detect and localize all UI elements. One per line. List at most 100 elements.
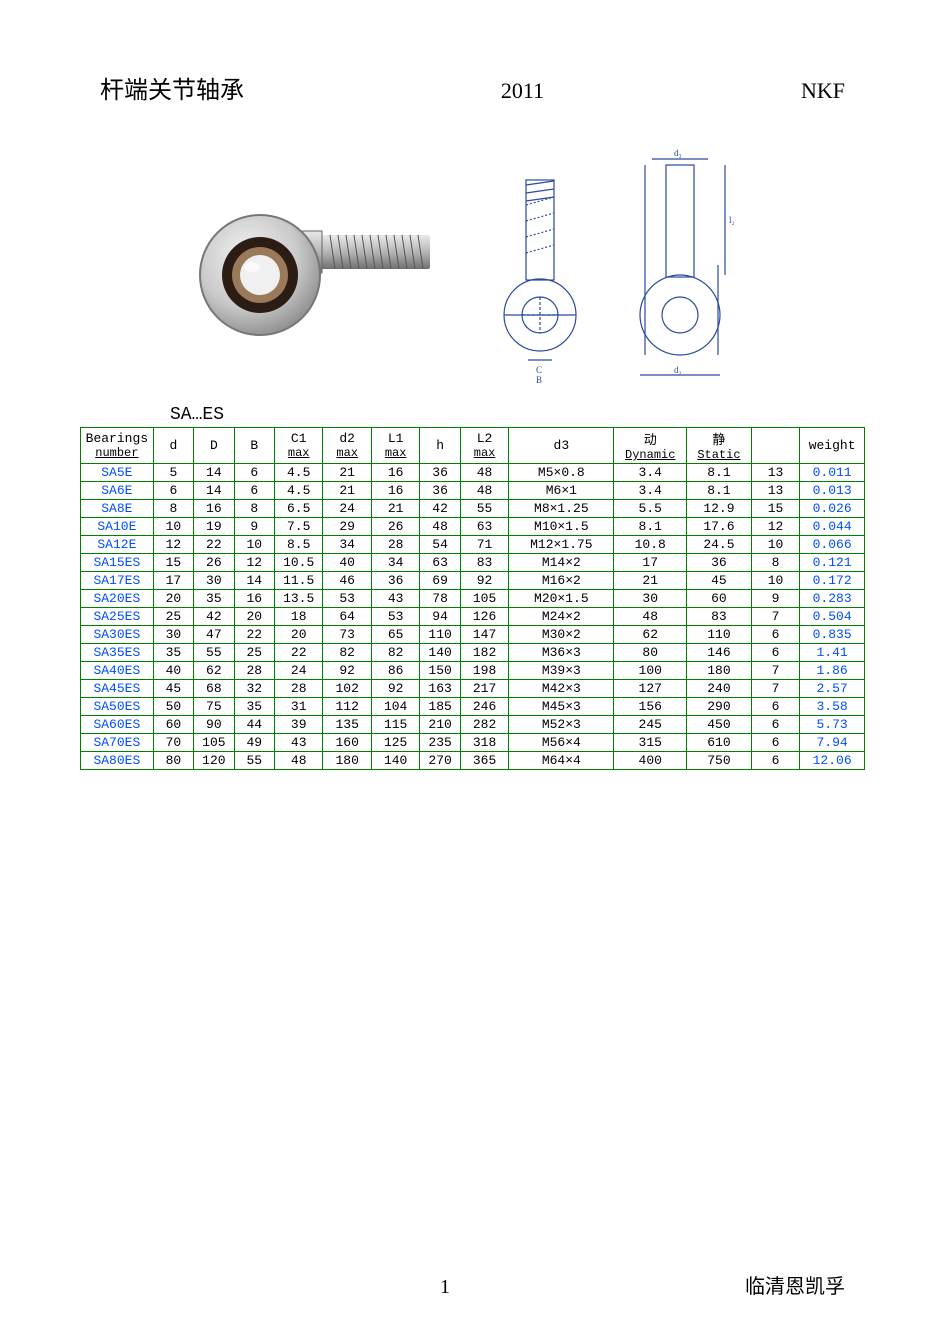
table-cell: 150 — [420, 662, 460, 680]
table-cell: 22 — [194, 536, 234, 554]
table-cell: 8.1 — [687, 482, 752, 500]
table-cell: 3.4 — [614, 482, 687, 500]
table-cell: 10.8 — [614, 536, 687, 554]
table-cell: M36×3 — [509, 644, 614, 662]
table-cell: 8 — [751, 554, 799, 572]
table-cell: 39 — [274, 716, 322, 734]
table-cell: 44 — [234, 716, 274, 734]
table-cell: 750 — [687, 752, 752, 770]
table-row: SA30ES304722207365110147M30×26211060.835 — [81, 626, 865, 644]
table-cell: 365 — [460, 752, 508, 770]
table-cell: 19 — [194, 518, 234, 536]
table-cell: 24 — [274, 662, 322, 680]
page-header: 杆端关节轴承 2011 NKF — [80, 70, 865, 105]
table-cell: 47 — [194, 626, 234, 644]
table-cell: 35 — [153, 644, 193, 662]
table-cell: 6 — [153, 482, 193, 500]
table-cell: 14 — [194, 464, 234, 482]
table-cell: 5.73 — [800, 716, 865, 734]
table-cell: 5 — [153, 464, 193, 482]
table-cell: 54 — [420, 536, 460, 554]
table-cell: 7.5 — [274, 518, 322, 536]
technical-diagram: C B d₃ l₂ d₂ — [470, 145, 770, 385]
table-cell: SA6E — [81, 482, 154, 500]
table-cell: 31 — [274, 698, 322, 716]
table-cell: 10 — [751, 536, 799, 554]
table-cell: 110 — [687, 626, 752, 644]
table-cell: 12.06 — [800, 752, 865, 770]
table-cell: 28 — [274, 680, 322, 698]
table-cell: 49 — [234, 734, 274, 752]
table-row: SA50ES50753531112104185246M45×315629063.… — [81, 698, 865, 716]
table-col-header: Bearingsnumber — [81, 428, 154, 464]
table-cell: 290 — [687, 698, 752, 716]
table-cell: 48 — [274, 752, 322, 770]
table-cell: 8.1 — [687, 464, 752, 482]
table-cell: 10.5 — [274, 554, 322, 572]
table-cell: 62 — [614, 626, 687, 644]
table-cell: 60 — [687, 590, 752, 608]
table-cell: 127 — [614, 680, 687, 698]
table-cell: 4.5 — [274, 464, 322, 482]
table-cell: 115 — [371, 716, 419, 734]
table-cell: M45×3 — [509, 698, 614, 716]
table-cell: 400 — [614, 752, 687, 770]
table-cell: 35 — [194, 590, 234, 608]
table-cell: 0.026 — [800, 500, 865, 518]
table-cell: SA8E — [81, 500, 154, 518]
table-cell: 140 — [420, 644, 460, 662]
table-cell: SA70ES — [81, 734, 154, 752]
svg-text:B: B — [536, 375, 542, 385]
table-cell: 35 — [234, 698, 274, 716]
table-cell: 64 — [323, 608, 371, 626]
table-cell: 94 — [420, 608, 460, 626]
table-cell: 12.9 — [687, 500, 752, 518]
svg-text:C: C — [536, 365, 542, 375]
table-cell: 83 — [687, 608, 752, 626]
table-cell: M20×1.5 — [509, 590, 614, 608]
bearings-table: BearingsnumberdDBC1maxd2maxL1maxhL2maxd3… — [80, 427, 865, 770]
table-cell: 0.011 — [800, 464, 865, 482]
table-cell: SA50ES — [81, 698, 154, 716]
table-cell: 92 — [323, 662, 371, 680]
table-cell: 22 — [234, 626, 274, 644]
table-cell: M14×2 — [509, 554, 614, 572]
table-cell: 16 — [194, 500, 234, 518]
table-row: SA8E81686.524214255M8×1.255.512.9150.026 — [81, 500, 865, 518]
table-cell: 69 — [420, 572, 460, 590]
table-cell: SA10E — [81, 518, 154, 536]
table-cell: 0.044 — [800, 518, 865, 536]
table-cell: 92 — [460, 572, 508, 590]
table-cell: 105 — [460, 590, 508, 608]
table-col-header — [751, 428, 799, 464]
table-cell: 24 — [323, 500, 371, 518]
table-cell: 21 — [323, 464, 371, 482]
table-cell: 53 — [323, 590, 371, 608]
table-cell: 156 — [614, 698, 687, 716]
table-cell: 6 — [751, 626, 799, 644]
year: 2011 — [501, 78, 544, 104]
table-cell: 78 — [420, 590, 460, 608]
table-cell: 42 — [420, 500, 460, 518]
table-col-header: weight — [800, 428, 865, 464]
table-cell: 270 — [420, 752, 460, 770]
table-cell: 160 — [323, 734, 371, 752]
table-cell: 48 — [460, 482, 508, 500]
table-cell: 34 — [371, 554, 419, 572]
table-col-header: 静Static — [687, 428, 752, 464]
table-cell: 180 — [687, 662, 752, 680]
table-cell: 60 — [153, 716, 193, 734]
table-cell: 17 — [614, 554, 687, 572]
table-cell: 45 — [153, 680, 193, 698]
table-col-header: h — [420, 428, 460, 464]
table-cell: 82 — [371, 644, 419, 662]
table-cell: 16 — [234, 590, 274, 608]
table-cell: 21 — [614, 572, 687, 590]
table-cell: 55 — [460, 500, 508, 518]
table-cell: 46 — [323, 572, 371, 590]
table-cell: 25 — [234, 644, 274, 662]
table-cell: 185 — [420, 698, 460, 716]
table-row: SA17ES17301411.546366992M16×22145100.172 — [81, 572, 865, 590]
table-cell: 0.835 — [800, 626, 865, 644]
table-cell: 71 — [460, 536, 508, 554]
